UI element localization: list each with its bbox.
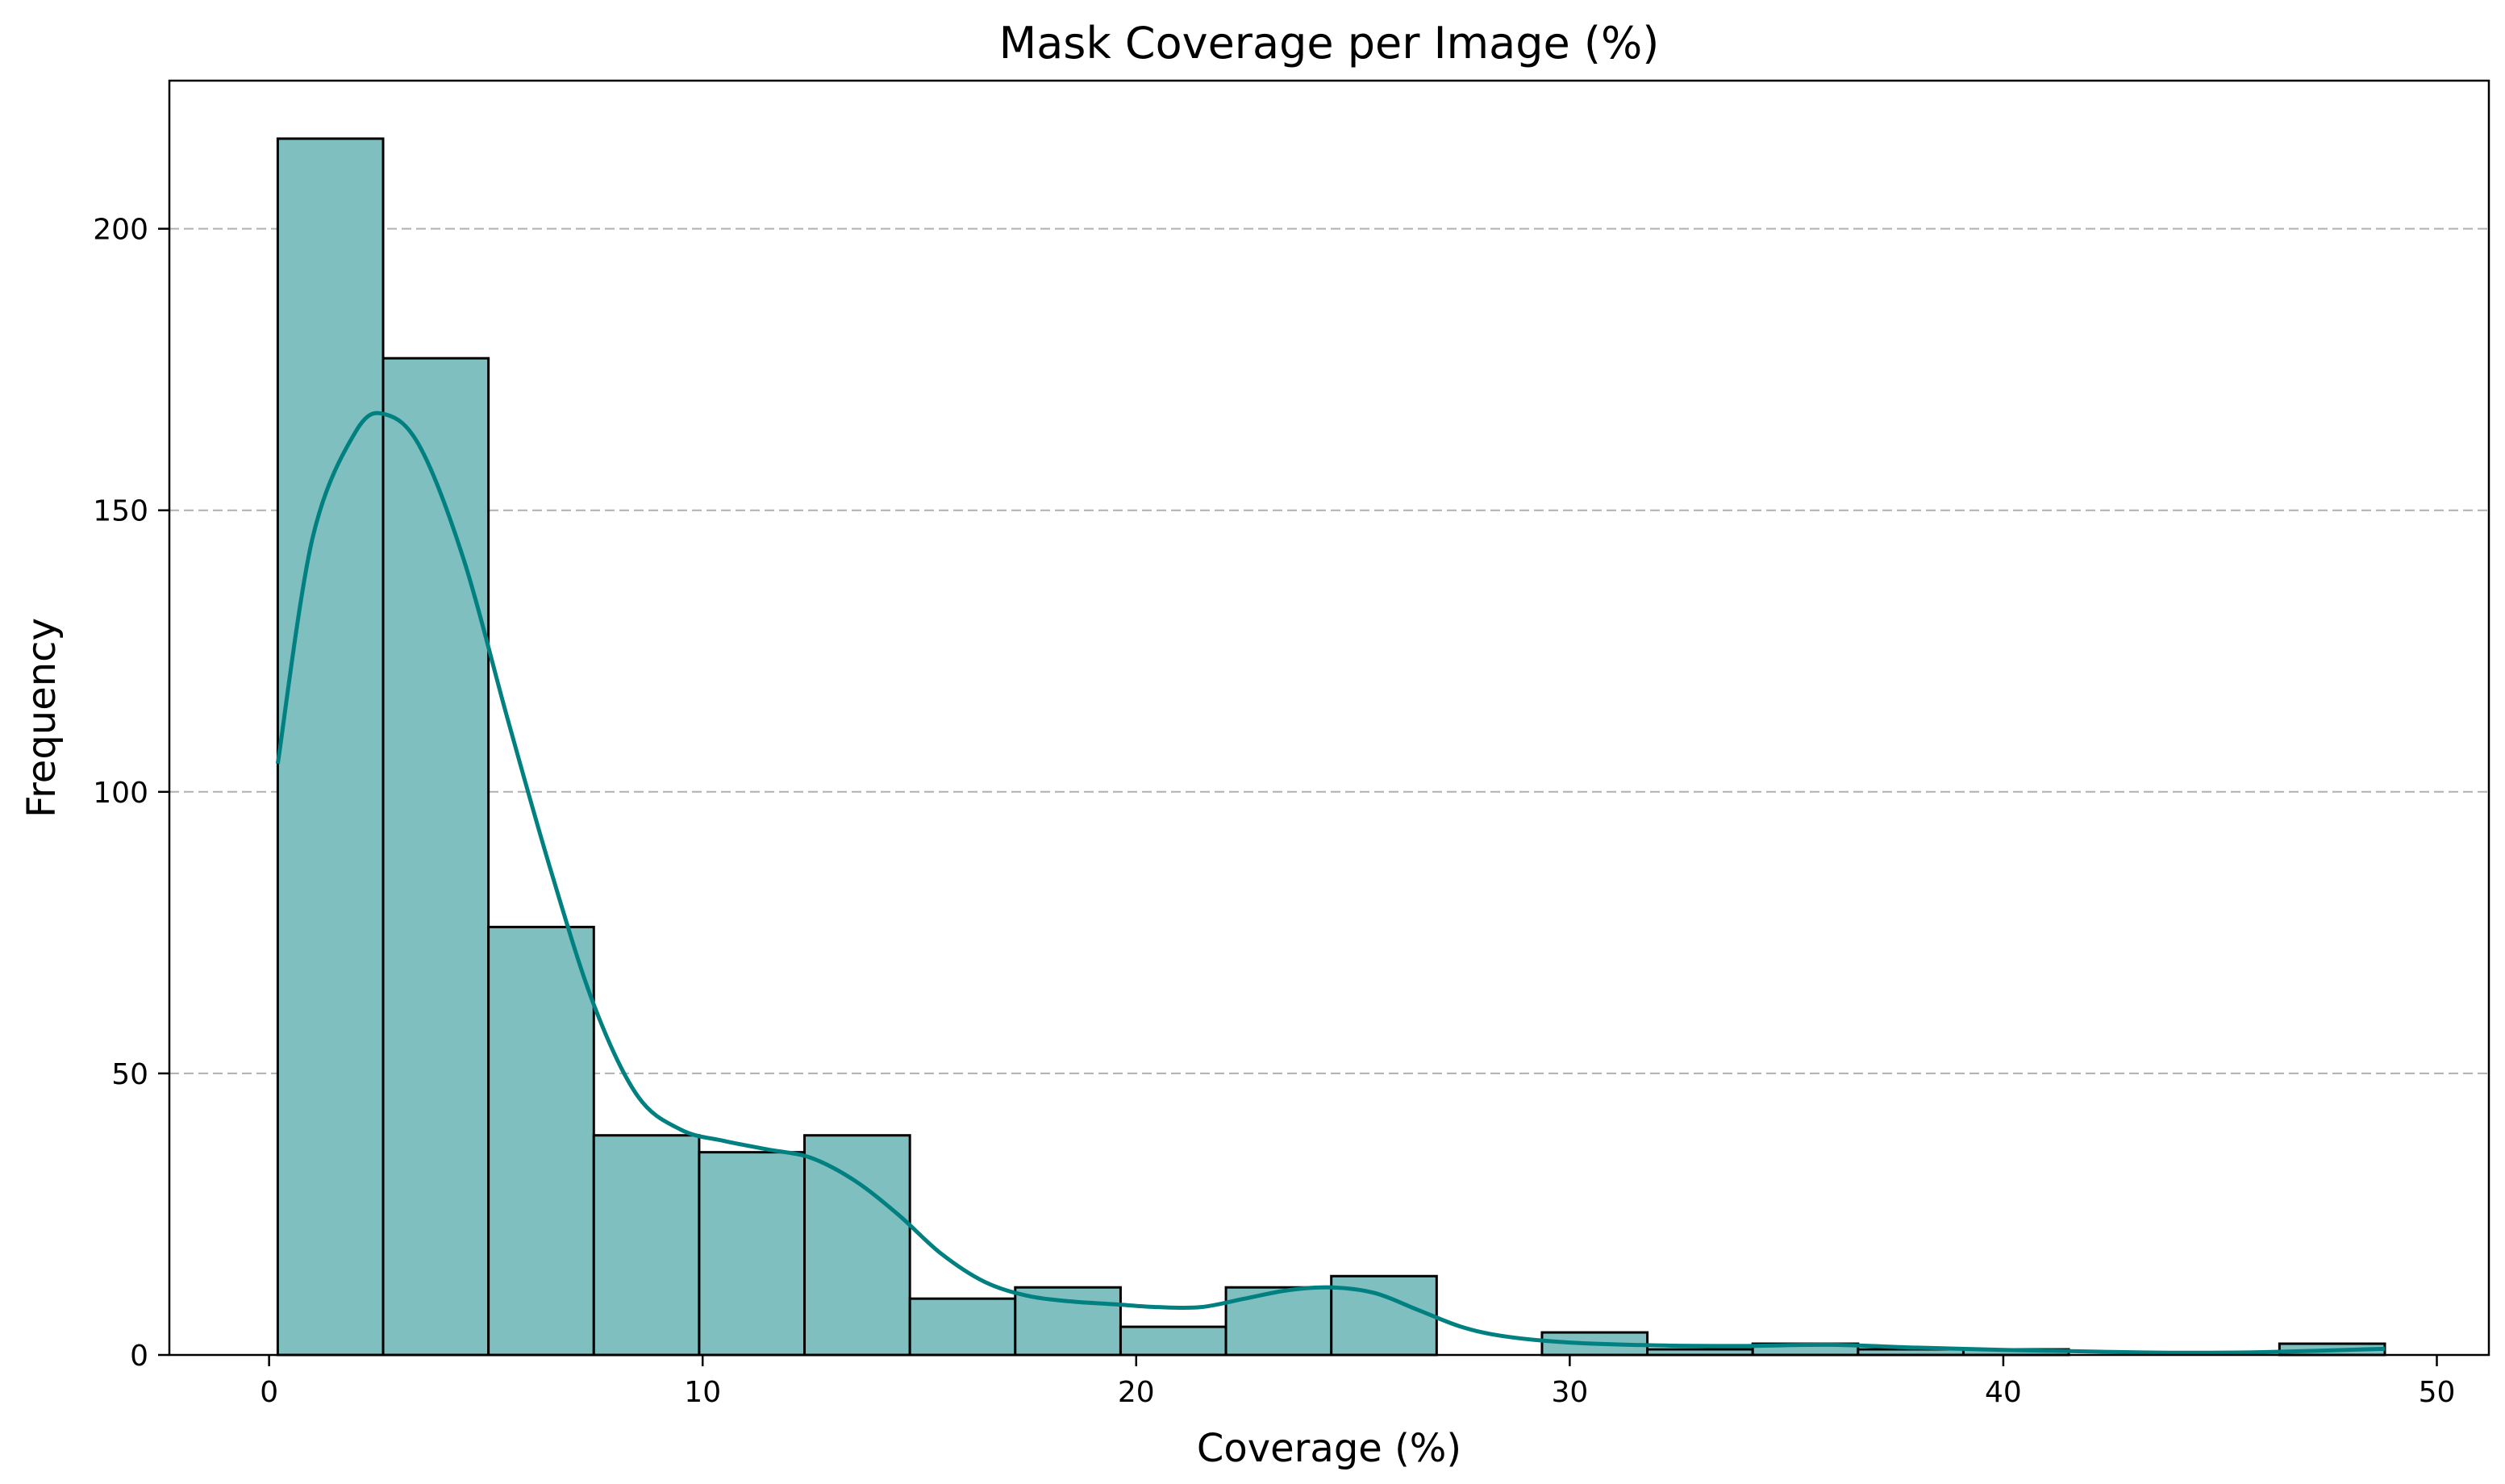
y-axis-ticks: 0 50 100 150 200 [93, 214, 169, 1373]
histogram-bar [908, 1297, 1017, 1357]
y-axis-label: Frequency [19, 618, 65, 818]
histogram-bar [487, 925, 595, 1357]
histogram-bar [1014, 1286, 1122, 1357]
histogram-bar [803, 1134, 911, 1357]
y-tick-label: 200 [93, 214, 148, 247]
x-tick-label: 30 [1551, 1376, 1588, 1409]
y-tick-label: 0 [130, 1340, 148, 1373]
y-tick-label: 100 [93, 777, 148, 810]
x-axis-ticks: 0 10 20 30 40 50 [260, 1355, 2455, 1409]
x-tick-label: 0 [260, 1376, 278, 1409]
y-tick-label: 50 [111, 1058, 148, 1091]
histogram-bar [698, 1151, 807, 1357]
histogram-bar [381, 356, 490, 1357]
x-tick-label: 20 [1118, 1376, 1155, 1409]
histogram-bar [592, 1134, 701, 1357]
histogram-bar [276, 137, 385, 1357]
kde-curve [275, 411, 2386, 1355]
y-tick-label: 150 [93, 495, 148, 528]
histogram-bars [276, 137, 2386, 1357]
x-tick-label: 10 [684, 1376, 721, 1409]
x-tick-label: 50 [2419, 1376, 2456, 1409]
x-tick-label: 40 [1985, 1376, 2022, 1409]
histogram-bar [1119, 1325, 1227, 1357]
plot-frame [168, 79, 2490, 1357]
chart-title: Mask Coverage per Image (%) [999, 18, 1660, 69]
x-axis-label: Coverage (%) [1197, 1426, 1461, 1471]
